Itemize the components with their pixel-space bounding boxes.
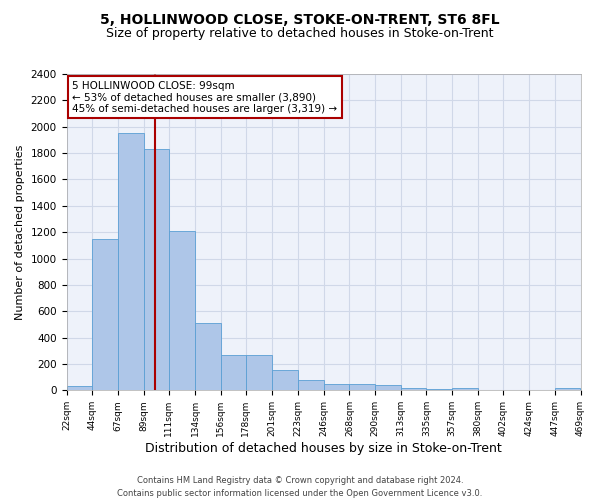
Bar xyxy=(555,388,580,390)
X-axis label: Distribution of detached houses by size in Stoke-on-Trent: Distribution of detached houses by size … xyxy=(145,442,502,455)
Bar xyxy=(374,385,401,390)
Bar xyxy=(452,388,478,390)
Bar xyxy=(246,356,272,390)
Bar xyxy=(221,356,246,390)
Bar xyxy=(401,388,427,390)
Bar xyxy=(196,323,221,390)
Bar xyxy=(92,239,118,390)
Bar xyxy=(67,386,92,390)
Bar xyxy=(272,370,298,390)
Bar xyxy=(118,134,143,390)
Text: Size of property relative to detached houses in Stoke-on-Trent: Size of property relative to detached ho… xyxy=(106,28,494,40)
Text: 5 HOLLINWOOD CLOSE: 99sqm
← 53% of detached houses are smaller (3,890)
45% of se: 5 HOLLINWOOD CLOSE: 99sqm ← 53% of detac… xyxy=(72,80,337,114)
Bar xyxy=(349,384,374,390)
Bar xyxy=(427,389,452,390)
Bar xyxy=(324,384,349,390)
Text: 5, HOLLINWOOD CLOSE, STOKE-ON-TRENT, ST6 8FL: 5, HOLLINWOOD CLOSE, STOKE-ON-TRENT, ST6… xyxy=(100,12,500,26)
Bar xyxy=(298,380,324,390)
Y-axis label: Number of detached properties: Number of detached properties xyxy=(15,144,25,320)
Text: Contains HM Land Registry data © Crown copyright and database right 2024.
Contai: Contains HM Land Registry data © Crown c… xyxy=(118,476,482,498)
Bar xyxy=(169,231,196,390)
Bar xyxy=(143,149,169,390)
